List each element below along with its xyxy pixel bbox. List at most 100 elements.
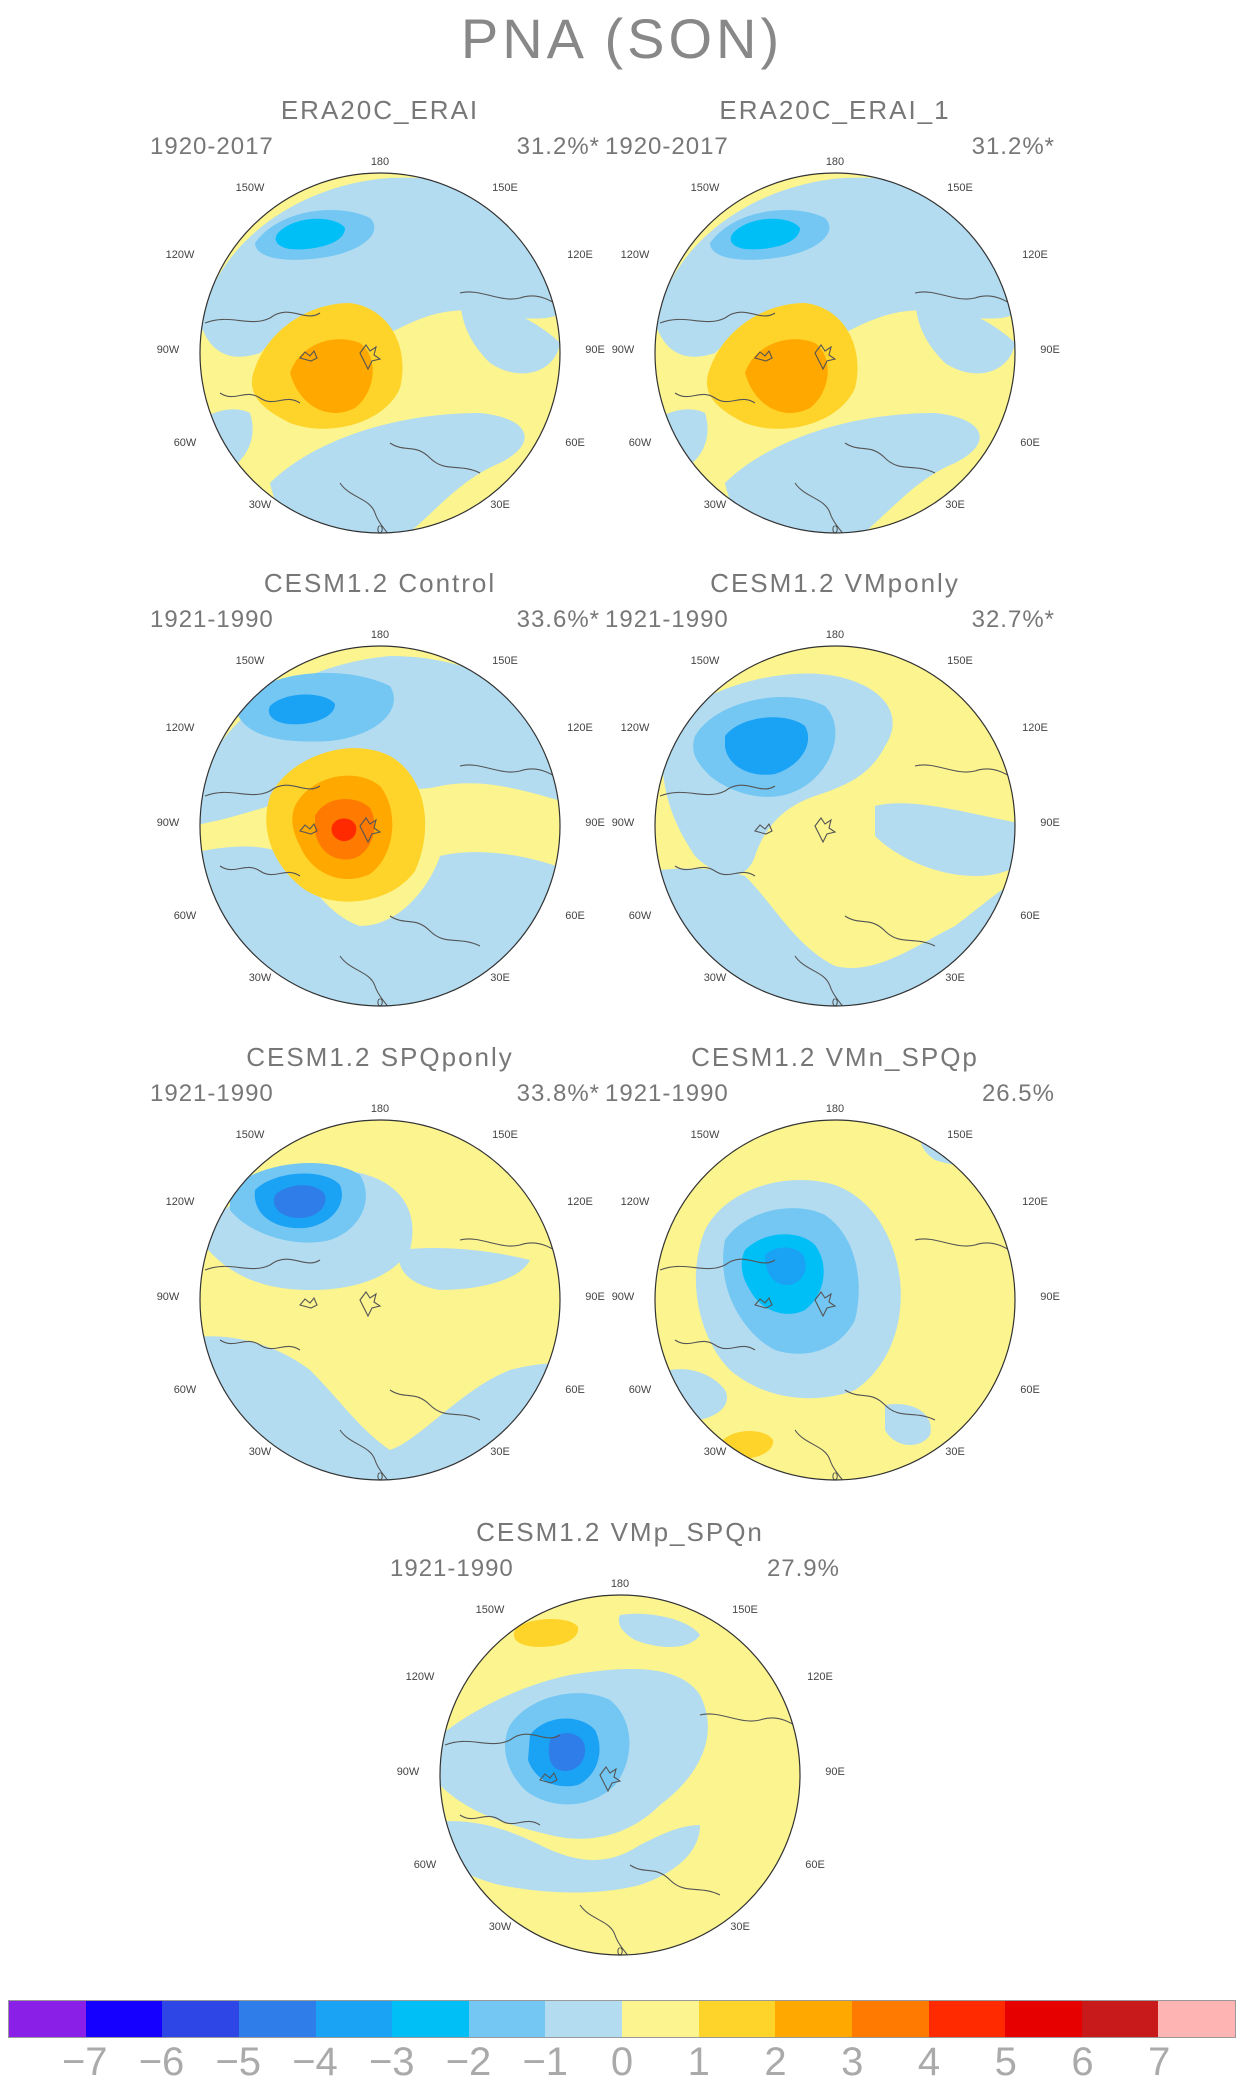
coastline	[814, 1291, 837, 1318]
coastline	[754, 822, 773, 835]
map-border	[439, 1594, 801, 1956]
coastline	[359, 1291, 382, 1318]
longitude-label: 60W	[414, 1859, 437, 1871]
longitude-label: 30W	[249, 972, 272, 984]
panel-era20c-erai-1: ERA20C_ERAI_1 1920-2017 31.2%* 180 150E 120E 9…	[605, 95, 1065, 565]
polar-map: 180 150E 120E 90E 60E 30E 0 30W 60W 90W 120W 150W	[157, 629, 605, 1009]
longitude-label: 150W	[691, 655, 720, 667]
longitude-label: 120E	[567, 722, 593, 734]
anomaly-contour	[745, 339, 828, 413]
coastline	[389, 1389, 481, 1421]
colorbar-swatch	[9, 2001, 86, 2037]
anomaly-contour	[290, 339, 373, 413]
anomaly-contour	[275, 218, 345, 250]
coastline	[204, 784, 321, 797]
colorbar-tick-label: 2	[764, 2040, 787, 2084]
coastline	[794, 1429, 856, 1480]
longitude-label: 60W	[174, 437, 197, 449]
panel-years: 1921-1990	[150, 606, 274, 633]
longitude-label: 30E	[490, 1446, 510, 1458]
colorbar-tick-label: −4	[292, 2040, 338, 2084]
longitude-label: 90E	[585, 1291, 605, 1303]
coastline	[754, 1296, 773, 1309]
colorbar-tick-label: −2	[445, 2040, 492, 2084]
anomaly-contour	[273, 1185, 326, 1218]
polar-map: 180 150E 120E 90E 60E 30E 0 30W 60W 90W 120W 150W	[612, 629, 1060, 1009]
anomaly-contour	[268, 694, 335, 725]
map-border	[199, 172, 561, 534]
longitude-label: 120W	[621, 249, 650, 261]
longitude-label: 120W	[621, 722, 650, 734]
colorbar-tick-label: −7	[61, 2040, 108, 2084]
longitude-label: 120E	[1022, 249, 1048, 261]
longitude-label: 0	[377, 524, 383, 536]
anomaly-contour	[730, 218, 800, 250]
panel-title: CESM1.2 VMp_SPQn	[476, 1517, 764, 1547]
panel-years: 1921-1990	[605, 1080, 729, 1107]
anomaly-contour	[725, 717, 809, 775]
longitude-label: 120E	[567, 1196, 593, 1208]
coastline	[444, 1733, 561, 1746]
coastline	[299, 822, 318, 835]
panel-years: 1921-1990	[150, 1080, 274, 1107]
longitude-label: 0	[617, 1946, 623, 1958]
longitude-label: 150E	[947, 655, 973, 667]
coastline	[219, 1339, 301, 1351]
coastline	[659, 784, 776, 797]
polar-map: 180 150E 120E 90E 60E 30E 0 30W 60W 90W 120W 150W	[612, 156, 1060, 536]
coastline	[674, 1339, 756, 1351]
longitude-label: 120W	[166, 249, 195, 261]
colorbar-tick-label: 5	[994, 2040, 1017, 2084]
longitude-label: 60E	[805, 1859, 825, 1871]
longitude-label: 150E	[732, 1604, 758, 1616]
longitude-label: 0	[832, 997, 838, 1009]
anomaly-contour	[513, 1619, 579, 1647]
longitude-label: 30E	[945, 972, 965, 984]
colorbar-tick-label: −6	[138, 2040, 185, 2084]
coastline	[794, 955, 856, 1006]
panel-title: CESM1.2 VMn_SPQp	[691, 1042, 979, 1072]
longitude-label: 0	[832, 1471, 838, 1483]
longitude-label: 180	[371, 156, 389, 168]
panel-years: 1921-1990	[390, 1555, 514, 1582]
panel-years: 1921-1990	[605, 606, 729, 633]
longitude-label: 60E	[565, 437, 585, 449]
coastline	[629, 1864, 721, 1896]
longitude-label: 90W	[612, 344, 635, 356]
anomaly-contour	[440, 1821, 700, 1893]
colorbar-swatch	[1081, 2001, 1159, 2037]
coastline	[339, 955, 401, 1006]
longitude-label: 30W	[704, 1446, 727, 1458]
longitude-label: 30E	[945, 499, 965, 511]
anomaly-contour	[915, 293, 1015, 374]
longitude-label: 60W	[174, 910, 197, 922]
longitude-label: 60E	[1020, 1384, 1040, 1396]
longitude-label: 150W	[236, 655, 265, 667]
colorbar-tick-label: 6	[1071, 2040, 1094, 2084]
longitude-label: 0	[377, 997, 383, 1009]
longitude-label: 120W	[406, 1671, 435, 1683]
colorbar-tick-label: −5	[215, 2040, 262, 2084]
longitude-label: 150W	[236, 1129, 265, 1141]
anomaly-contour	[460, 293, 560, 374]
longitude-label: 30W	[704, 972, 727, 984]
longitude-label: 120W	[621, 1196, 650, 1208]
longitude-label: 90W	[157, 817, 180, 829]
longitude-label: 60E	[565, 1384, 585, 1396]
figure-title: PNA (SON)	[460, 7, 784, 70]
coastline	[844, 442, 936, 474]
anomaly-contour	[875, 803, 1015, 876]
longitude-label: 150E	[492, 1129, 518, 1141]
coastline	[794, 482, 856, 533]
panel-title: ERA20C_ERAI	[280, 95, 480, 125]
longitude-label: 180	[611, 1578, 629, 1590]
longitude-label: 90E	[585, 817, 605, 829]
colorbar	[8, 2000, 1236, 2038]
longitude-label: 150E	[947, 182, 973, 194]
longitude-label: 150W	[691, 1129, 720, 1141]
panel-title: CESM1.2 SPQponly	[246, 1042, 514, 1072]
coastline	[674, 865, 756, 877]
colorbar-swatch	[545, 2001, 622, 2037]
anomaly-contour	[765, 1247, 806, 1286]
longitude-label: 120E	[1022, 1196, 1048, 1208]
